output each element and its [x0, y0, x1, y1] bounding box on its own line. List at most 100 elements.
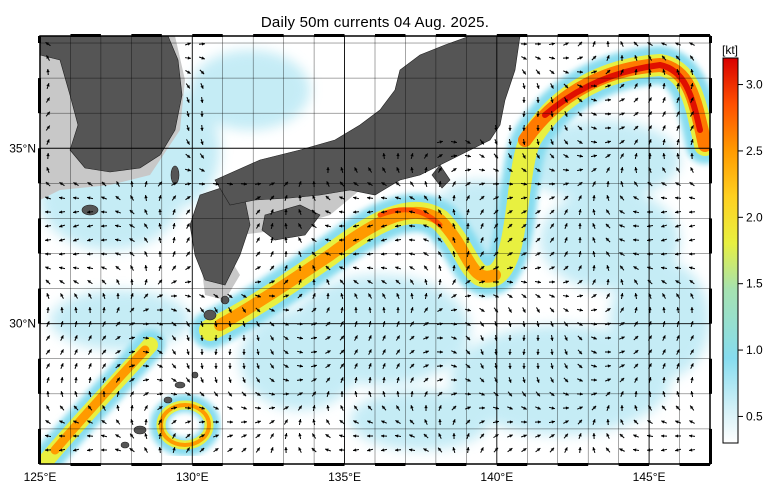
- current-arrow: [382, 306, 386, 314]
- current-arrow: [366, 448, 374, 452]
- current-arrow: [45, 111, 51, 117]
- current-arrow: [100, 210, 108, 214]
- current-arrow: [339, 335, 345, 341]
- current-arrow: [676, 306, 680, 314]
- lon-tick-label: 130°E: [176, 470, 209, 484]
- current-arrow: [354, 363, 358, 369]
- current-arrow: [577, 56, 583, 60]
- current-arrow: [284, 236, 288, 244]
- current-arrow: [619, 377, 625, 383]
- current-arrow: [269, 335, 275, 341]
- current-arrow: [632, 238, 640, 242]
- current-arrow: [298, 181, 302, 187]
- current-arrow: [535, 223, 541, 229]
- current-arrow: [115, 195, 121, 201]
- frame-tick-right: [709, 428, 712, 464]
- current-arrow: [674, 434, 682, 438]
- current-arrow: [592, 446, 596, 454]
- current-arrow: [564, 111, 568, 117]
- current-arrow: [115, 265, 121, 271]
- current-arrow: [338, 434, 346, 438]
- frame-tick-top: [496, 34, 528, 37]
- current-arrow: [660, 448, 668, 452]
- current-arrow: [339, 419, 345, 425]
- current-arrow: [436, 364, 444, 368]
- current-arrow: [688, 224, 696, 228]
- current-arrow: [157, 279, 163, 285]
- current-arrow: [592, 264, 596, 272]
- current-arrow: [479, 139, 485, 145]
- current-arrow: [353, 349, 359, 355]
- current-arrow: [46, 306, 50, 314]
- current-arrow: [564, 349, 568, 355]
- current-arrow: [606, 40, 610, 48]
- current-arrow: [142, 350, 150, 354]
- current-arrow: [633, 434, 639, 438]
- current-arrow: [479, 251, 485, 257]
- current-arrow: [550, 83, 554, 89]
- current-arrow: [563, 377, 569, 383]
- current-arrow: [213, 434, 219, 438]
- current-arrow: [44, 434, 52, 438]
- current-arrow: [634, 292, 638, 300]
- current-arrow: [605, 153, 611, 159]
- current-arrow: [58, 210, 66, 214]
- current-arrow: [549, 237, 555, 243]
- current-arrow: [619, 265, 625, 271]
- current-arrow: [660, 434, 668, 438]
- current-arrow: [338, 210, 346, 214]
- current-arrow: [690, 306, 694, 314]
- frame-tick-left: [38, 428, 41, 464]
- current-arrow: [690, 125, 694, 131]
- current-arrow: [396, 306, 400, 314]
- current-arrow: [74, 335, 78, 341]
- current-arrow: [507, 293, 513, 299]
- current-arrow: [88, 293, 92, 299]
- frame-tick-top: [375, 34, 406, 37]
- current-arrow: [452, 181, 456, 187]
- current-arrow: [240, 420, 248, 424]
- current-arrow: [241, 307, 247, 313]
- current-arrow: [591, 336, 597, 340]
- current-arrow: [605, 293, 611, 299]
- current-arrow: [395, 349, 401, 355]
- current-arrow: [339, 279, 345, 285]
- current-arrow: [269, 280, 275, 284]
- current-arrow: [605, 237, 611, 243]
- current-arrow: [452, 419, 456, 425]
- current-arrow: [619, 307, 625, 313]
- current-arrow: [438, 194, 442, 202]
- current-arrow: [142, 364, 150, 368]
- frame-tick-left: [38, 148, 41, 184]
- current-arrow: [115, 419, 121, 425]
- current-arrow: [74, 376, 78, 384]
- current-arrow: [423, 364, 429, 368]
- current-arrow: [255, 447, 261, 453]
- current-arrow: [270, 222, 274, 230]
- current-arrow: [591, 70, 597, 74]
- current-arrow: [466, 195, 470, 201]
- current-arrow: [269, 265, 275, 271]
- current-arrow: [282, 378, 290, 382]
- current-arrow: [283, 419, 289, 425]
- current-arrow: [508, 307, 512, 313]
- current-arrow: [619, 433, 625, 439]
- current-arrow: [452, 279, 456, 285]
- current-arrow: [58, 238, 66, 242]
- current-arrow: [200, 83, 204, 89]
- current-arrow: [395, 181, 401, 187]
- current-arrow: [326, 166, 330, 174]
- current-arrow: [549, 153, 555, 159]
- current-arrow: [536, 348, 540, 356]
- current-arrow: [451, 336, 457, 340]
- current-arrow: [114, 238, 122, 242]
- current-arrow: [564, 237, 568, 243]
- current-arrow: [116, 279, 120, 285]
- current-arrow: [87, 420, 93, 424]
- current-arrow: [72, 196, 80, 200]
- current-arrow: [606, 418, 610, 426]
- current-arrow: [437, 251, 443, 257]
- current-arrow: [227, 406, 233, 410]
- current-arrow: [548, 56, 556, 60]
- current-arrow: [620, 278, 624, 286]
